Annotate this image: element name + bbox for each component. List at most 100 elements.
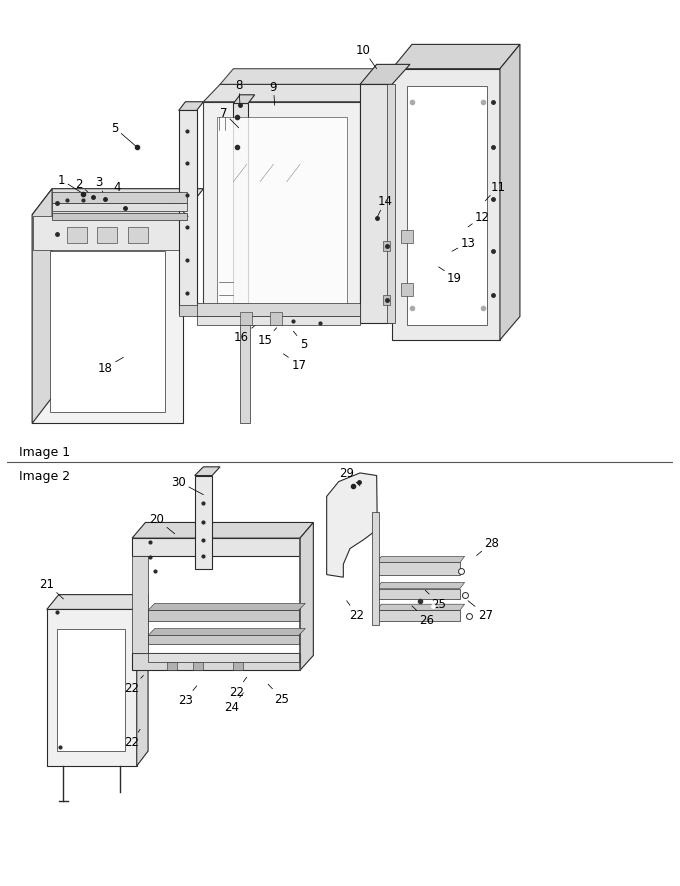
Text: 22: 22 — [347, 601, 364, 621]
Text: 25: 25 — [425, 591, 446, 610]
Polygon shape — [203, 85, 377, 103]
Polygon shape — [372, 512, 379, 626]
Polygon shape — [132, 539, 300, 556]
Text: 3: 3 — [95, 176, 105, 200]
Text: 4: 4 — [113, 181, 125, 208]
Polygon shape — [52, 204, 187, 212]
Polygon shape — [179, 112, 197, 315]
Text: Image 1: Image 1 — [19, 446, 70, 459]
Text: 13: 13 — [452, 237, 475, 252]
Polygon shape — [240, 313, 252, 326]
Text: 30: 30 — [171, 476, 203, 495]
Polygon shape — [217, 118, 347, 308]
Polygon shape — [500, 45, 520, 340]
Text: 6: 6 — [167, 193, 188, 217]
Polygon shape — [233, 105, 248, 304]
Polygon shape — [50, 252, 165, 413]
Polygon shape — [360, 66, 410, 85]
Text: 20: 20 — [150, 513, 175, 534]
Polygon shape — [392, 70, 500, 340]
Polygon shape — [193, 662, 203, 671]
Text: 23: 23 — [178, 686, 197, 706]
Text: 10: 10 — [356, 44, 377, 70]
Polygon shape — [167, 662, 177, 671]
Polygon shape — [179, 306, 203, 317]
Polygon shape — [179, 103, 203, 112]
Text: 15: 15 — [258, 329, 277, 347]
Polygon shape — [148, 610, 299, 621]
Text: 18: 18 — [98, 358, 124, 375]
Text: 22: 22 — [124, 676, 143, 695]
Polygon shape — [32, 215, 184, 424]
Polygon shape — [377, 610, 460, 621]
Polygon shape — [137, 595, 148, 766]
Text: 21: 21 — [39, 577, 63, 599]
Polygon shape — [194, 467, 220, 476]
Polygon shape — [57, 630, 125, 751]
Text: 5: 5 — [293, 332, 307, 351]
Text: 1: 1 — [58, 175, 84, 195]
Polygon shape — [203, 103, 360, 323]
Text: 22: 22 — [229, 678, 247, 698]
Text: 22: 22 — [124, 729, 140, 748]
Text: 2: 2 — [75, 178, 93, 198]
Text: 17: 17 — [284, 354, 306, 371]
Polygon shape — [270, 313, 282, 326]
Polygon shape — [326, 473, 377, 578]
Polygon shape — [148, 603, 305, 610]
Polygon shape — [392, 45, 520, 70]
Polygon shape — [233, 96, 255, 105]
Polygon shape — [377, 583, 464, 589]
Text: Image 2: Image 2 — [19, 469, 70, 482]
Text: 9: 9 — [269, 81, 277, 106]
Polygon shape — [197, 317, 360, 326]
Polygon shape — [128, 228, 148, 244]
Text: 25: 25 — [268, 684, 289, 704]
Polygon shape — [377, 589, 460, 599]
Text: 16: 16 — [234, 323, 258, 344]
Polygon shape — [132, 653, 300, 671]
Text: 26: 26 — [412, 606, 434, 626]
Polygon shape — [299, 539, 300, 671]
Text: 28: 28 — [477, 536, 499, 556]
Polygon shape — [360, 85, 392, 323]
Polygon shape — [67, 228, 87, 244]
Polygon shape — [377, 556, 464, 563]
Polygon shape — [132, 523, 313, 539]
Polygon shape — [300, 523, 313, 671]
Polygon shape — [32, 190, 203, 215]
Polygon shape — [407, 87, 487, 326]
Polygon shape — [97, 228, 117, 244]
Polygon shape — [148, 653, 299, 662]
Polygon shape — [47, 595, 148, 610]
Polygon shape — [197, 304, 360, 317]
Polygon shape — [33, 217, 182, 250]
Text: 14: 14 — [377, 195, 393, 219]
Text: 29: 29 — [339, 467, 360, 486]
Polygon shape — [148, 636, 299, 644]
Polygon shape — [132, 556, 148, 653]
Text: 8: 8 — [235, 79, 242, 106]
Text: 19: 19 — [439, 268, 462, 284]
Polygon shape — [384, 295, 390, 306]
Polygon shape — [220, 70, 390, 85]
Polygon shape — [377, 604, 464, 610]
Text: 12: 12 — [468, 211, 490, 228]
Polygon shape — [233, 662, 243, 671]
Polygon shape — [52, 214, 187, 221]
Polygon shape — [32, 190, 52, 424]
Polygon shape — [194, 476, 212, 569]
Polygon shape — [401, 284, 413, 297]
Polygon shape — [240, 322, 250, 424]
Text: 11: 11 — [486, 181, 506, 202]
Polygon shape — [401, 230, 413, 244]
Text: 27: 27 — [468, 601, 493, 621]
Text: 24: 24 — [224, 693, 243, 713]
Polygon shape — [47, 610, 137, 766]
Text: 7: 7 — [220, 106, 239, 128]
Polygon shape — [148, 629, 305, 636]
Polygon shape — [52, 193, 187, 204]
Polygon shape — [387, 85, 394, 323]
Polygon shape — [377, 563, 460, 575]
Polygon shape — [384, 242, 390, 252]
